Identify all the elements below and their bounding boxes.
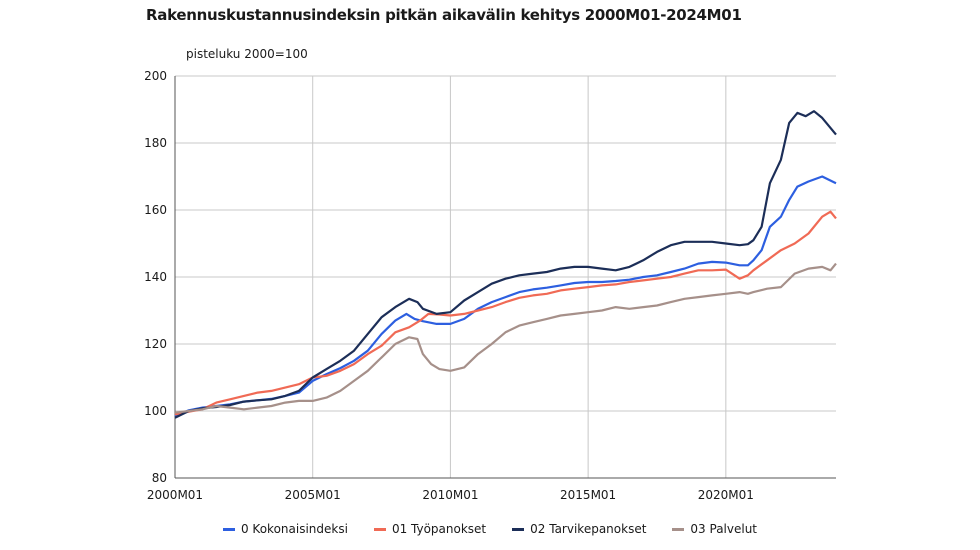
line-chart: 80 100 120 140 160 180 200 2000M01 2005M01 2010M0… <box>144 69 837 502</box>
y-tick-label: 160 <box>144 203 167 217</box>
series-line-02 <box>174 110 837 419</box>
legend-swatch <box>373 527 386 531</box>
series-line-03 <box>174 262 837 414</box>
legend-item: 01 Työpanokset <box>373 522 487 536</box>
series-line-01 <box>174 210 837 416</box>
x-tick-label: 2000M01 <box>147 488 203 502</box>
y-tick-label: 140 <box>144 270 167 284</box>
chart-title: Rakennuskustannusindeksin pitkän aikaväl… <box>146 6 742 24</box>
legend-label: 02 Tarvikepanokset <box>530 522 647 536</box>
legend-label: 01 Työpanokset <box>391 522 487 536</box>
y-tick-label: 180 <box>144 136 167 150</box>
legend-swatch <box>512 527 525 531</box>
y-tick-label: 100 <box>144 404 167 418</box>
x-tick-label: 2020M01 <box>698 488 754 502</box>
x-tick-label: 2005M01 <box>285 488 341 502</box>
legend-item: 0 Kokonaisindeksi <box>222 522 348 536</box>
legend-label: 0 Kokonaisindeksi <box>240 522 348 536</box>
series-line-0 <box>174 175 837 418</box>
legend-swatch <box>672 527 685 531</box>
x-tick-label: 2010M01 <box>422 488 478 502</box>
legend-label: 03 Palvelut <box>690 522 758 536</box>
y-tick-label: 80 <box>152 471 167 485</box>
legend-swatch <box>222 527 235 531</box>
x-tick-label: 2015M01 <box>560 488 616 502</box>
legend-item: 03 Palvelut <box>672 522 757 536</box>
series-lines <box>174 110 837 419</box>
legend: 0 Kokonaisindeksi 01 Työpanokset 02 Tarvik… <box>0 522 980 536</box>
y-axis-unit-label: pisteluku 2000=100 <box>186 47 308 61</box>
axes: 80 100 120 140 160 180 200 2000M01 2005M01 2010M0… <box>144 69 836 502</box>
y-tick-label: 120 <box>144 337 167 351</box>
y-tick-label: 200 <box>144 69 167 83</box>
legend-item: 02 Tarvikepanokset <box>512 522 646 536</box>
